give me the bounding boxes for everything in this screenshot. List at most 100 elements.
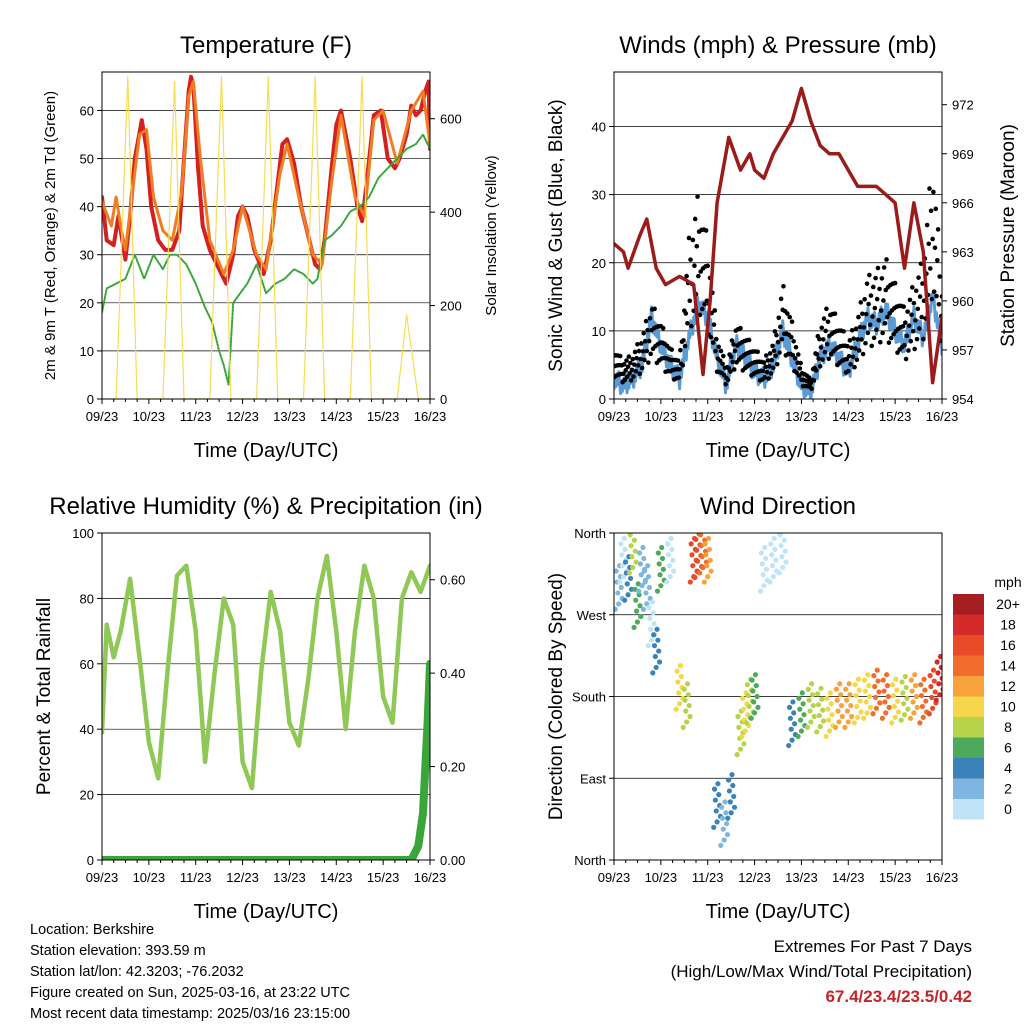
gust-point [690,237,696,243]
direction-point [829,712,835,718]
gust-point [862,296,867,302]
gust-point [762,375,768,380]
direction-point [820,707,826,713]
gust-point [761,360,767,365]
gust-point [689,323,694,329]
gust-point [796,352,801,357]
direction-point [909,688,915,694]
direction-point [873,705,880,711]
direction-point [875,678,881,684]
direction-point [814,729,820,735]
direction-point [753,683,759,689]
gust-point [669,347,675,352]
gust-point [781,283,786,289]
colorbar-swatch [953,717,984,738]
direction-point [730,782,736,789]
direction-point [876,689,882,695]
series-2m-td [102,133,430,386]
gust-point [728,354,734,360]
direction-point [744,682,750,688]
gust-point [767,364,772,369]
gust-point [927,186,932,191]
gust-point [635,341,640,347]
gust-point [710,340,716,345]
colorbar-title: mph [994,574,1021,590]
gust-point [624,358,629,363]
direction-point [666,563,672,569]
y-axis-label: 2m & 9m T (Red, Orange) & 2m Td (Green) [42,91,59,380]
direction-point [845,719,851,725]
x-axis-label: Time (Day/UTC) [706,440,851,462]
data-timestamp: Most recent data timestamp: 2025/03/16 2… [30,1006,351,1022]
direction-point [712,797,718,803]
gust-point [822,349,828,355]
x-tick-label: 13/23 [273,409,306,424]
direction-point [934,659,940,665]
direction-point [853,692,859,699]
gust-point [886,340,892,345]
direction-point [701,579,707,585]
gust-point [630,356,636,362]
direction-point [731,804,738,810]
figure-created: Figure created on Sun, 2025-03-16, at 23… [30,985,350,1001]
direction-point [786,704,793,711]
gust-point [849,345,854,351]
direction-point [650,670,656,676]
direction-point [725,815,731,821]
series-rh [102,553,430,791]
y-tick-label: East [580,771,606,786]
gust-point [768,371,774,376]
gust-point [929,296,935,302]
direction-point [843,697,850,703]
direction-point [716,792,722,798]
direction-point [767,579,773,585]
gust-point [811,378,817,383]
gust-point [819,325,825,331]
x-tick-label: 11/23 [692,870,724,885]
direction-point [762,544,768,551]
direction-point [782,548,788,554]
gust-point [824,306,829,312]
x-tick-label: 10/23 [133,870,166,885]
direction-point [743,720,750,726]
gust-point [934,293,939,299]
gust-point [933,206,939,212]
direction-point [740,706,747,712]
direction-point [807,708,813,714]
gust-point [928,208,934,214]
direction-point [907,715,914,721]
gust-point [906,323,912,328]
direction-point [912,683,919,689]
direction-point [646,604,652,611]
direction-point [773,557,779,563]
direction-point [674,668,680,674]
direction-point [937,653,942,660]
gust-point [648,351,654,357]
gust-point [777,350,782,355]
direction-point [825,706,831,712]
gust-point [712,308,718,313]
gust-point [790,352,796,358]
gust-point [696,273,701,279]
colorbar-swatch [953,614,984,635]
y-right-tick-label: 969 [952,147,974,162]
gust-point [621,362,627,367]
direction-point [626,570,632,576]
y-tick-label: 40 [80,722,94,737]
direction-point [836,719,842,725]
direction-point [622,597,628,603]
direction-point [886,704,892,711]
gust-point [626,354,632,359]
direction-point [922,687,928,693]
gust-point [863,311,869,317]
direction-point [772,546,778,552]
direction-point [788,726,794,732]
gust-point [642,357,647,363]
direction-point [714,819,720,825]
gust-point [867,272,872,278]
y-tick-label: 60 [80,657,94,672]
gust-point [698,269,703,274]
direction-point [857,698,863,704]
direction-point [636,550,643,556]
